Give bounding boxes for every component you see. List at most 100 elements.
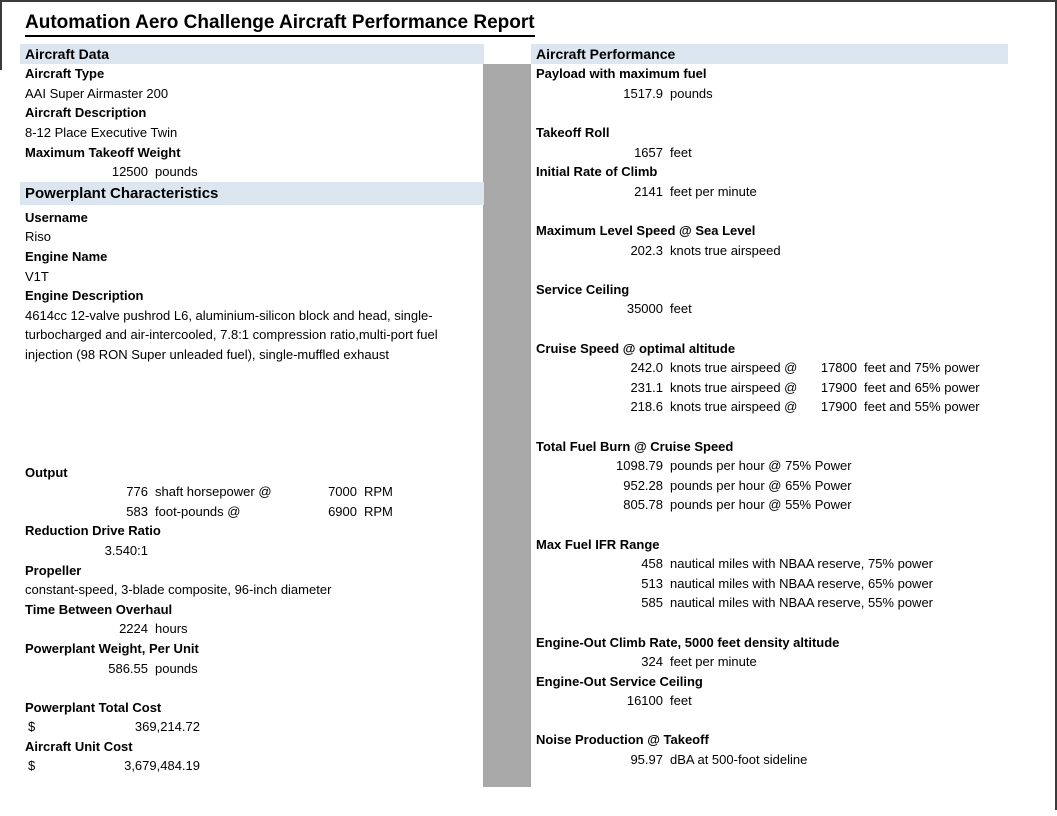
blank-row	[531, 201, 1008, 221]
engine-out-ceiling-unit: feet	[670, 693, 692, 709]
fuel-burn-label: Total Fuel Burn @ Cruise Speed	[536, 438, 734, 454]
service-ceiling-value: 35000	[626, 301, 663, 317]
cruise-speed-unit: knots true airspeed @	[670, 379, 798, 395]
aircraft-unit-cost-row: $ 3,679,484.19	[20, 756, 484, 776]
ifr-range-label: Max Fuel IFR Range	[536, 536, 660, 552]
aircraft-description-value: 8-12 Place Executive Twin	[25, 125, 178, 141]
propeller-label: Propeller	[25, 562, 82, 578]
engine-out-climb-row: 324 feet per minute	[531, 652, 1008, 672]
blank-row	[531, 103, 1008, 123]
mtow-value: 12500	[111, 164, 148, 180]
tbo-value-row: 2224 hours	[20, 619, 484, 639]
service-ceiling-label: Service Ceiling	[536, 281, 630, 297]
payload-label: Payload with maximum fuel	[536, 66, 707, 82]
username-label: Username	[25, 209, 88, 225]
cruise-altitude-unit: feet and 65% power	[864, 379, 980, 395]
fuel-burn-unit: pounds per hour @ 65% Power	[670, 477, 852, 493]
fuel-burn-value: 952.28	[623, 477, 663, 493]
max-level-speed-row: 202.3 knots true airspeed	[531, 240, 1008, 260]
ifr-range-row: 513 nautical miles with NBAA reserve, 65…	[531, 573, 1008, 593]
blank-row	[20, 678, 484, 698]
username-value: Riso	[25, 229, 52, 245]
aircraft-unit-cost-label: Aircraft Unit Cost	[25, 738, 133, 754]
initial-climb-row: 2141 feet per minute	[531, 182, 1008, 202]
tbo-value: 2224	[119, 621, 148, 637]
page-border-right	[1055, 0, 1057, 810]
ifr-range-unit: nautical miles with NBAA reserve, 55% po…	[670, 595, 934, 611]
engine-description-line: 4614cc 12-valve pushrod L6, aluminium-si…	[25, 307, 433, 323]
reduction-drive-value: 3.540:1	[104, 542, 148, 558]
mtow-unit: pounds	[155, 164, 198, 180]
fuel-burn-row: 1098.79 pounds per hour @ 75% Power	[531, 456, 1008, 476]
powerplant-total-cost-value: 369,214.72	[134, 719, 200, 735]
tbo-label: Time Between Overhaul	[25, 601, 173, 617]
currency-symbol: $	[28, 719, 36, 735]
ifr-range-value: 458	[641, 556, 663, 572]
blank-row	[20, 404, 484, 424]
torque-unit: foot-pounds @	[155, 503, 241, 519]
page-border-top	[0, 0, 1057, 2]
mtow-label: Maximum Takeoff Weight	[25, 144, 181, 160]
blank-row	[531, 260, 1008, 280]
page-title: Automation Aero Challenge Aircraft Perfo…	[25, 12, 535, 37]
ifr-range-value: 585	[641, 595, 663, 611]
blank-row	[531, 319, 1008, 339]
ifr-range-row: 585 nautical miles with NBAA reserve, 55…	[531, 593, 1008, 613]
ifr-range-unit: nautical miles with NBAA reserve, 75% po…	[670, 556, 934, 572]
currency-symbol: $	[28, 758, 36, 774]
fuel-burn-row: 805.78 pounds per hour @ 55% Power	[531, 495, 1008, 515]
page-border-left	[0, 0, 2, 70]
takeoff-roll-value: 1657	[634, 144, 663, 160]
cruise-altitude-value: 17800	[820, 360, 857, 376]
engine-out-climb-label: Engine-Out Climb Rate, 5000 feet density…	[536, 634, 840, 650]
blank-row	[531, 515, 1008, 535]
aircraft-type-label: Aircraft Type	[25, 66, 105, 82]
cruise-speed-value: 231.1	[630, 379, 663, 395]
noise-unit: dBA at 500-foot sideline	[670, 752, 808, 768]
powerplant-weight-unit: pounds	[155, 660, 198, 676]
aircraft-performance-column: Payload with maximum fuel 1517.9 pounds …	[531, 64, 1008, 769]
max-level-speed-value: 202.3	[630, 242, 663, 258]
powerplant-total-cost-label: Powerplant Total Cost	[25, 699, 162, 715]
cruise-speed-value: 242.0	[630, 360, 663, 376]
powerplant-weight-label: Powerplant Weight, Per Unit	[25, 640, 199, 656]
engine-description-line: injection (98 RON Super unleaded fuel), …	[25, 347, 389, 363]
cruise-altitude-value: 17900	[820, 399, 857, 415]
ifr-range-row: 458 nautical miles with NBAA reserve, 75…	[531, 554, 1008, 574]
engine-out-ceiling-value: 16100	[626, 693, 663, 709]
section-header-powerplant: Powerplant Characteristics	[20, 181, 484, 205]
output-label: Output	[25, 464, 68, 480]
aircraft-data-column: Aircraft Type AAI Super Airmaster 200 Ai…	[20, 64, 484, 776]
cruise-speed-unit: knots true airspeed @	[670, 399, 798, 415]
torque-rpm-unit: RPM	[364, 503, 393, 519]
aircraft-unit-cost-value: 3,679,484.19	[124, 758, 200, 774]
engine-out-ceiling-row: 16100 feet	[531, 691, 1008, 711]
noise-row: 95.97 dBA at 500-foot sideline	[531, 750, 1008, 770]
power-output-row: 776 shaft horsepower @ 7000 RPM	[20, 482, 484, 502]
initial-climb-value: 2141	[634, 183, 663, 199]
fuel-burn-unit: pounds per hour @ 75% Power	[670, 458, 852, 474]
cruise-altitude-unit: feet and 75% power	[864, 360, 980, 376]
section-header-aircraft-data: Aircraft Data	[20, 44, 484, 64]
blank-row	[531, 711, 1008, 731]
cruise-speed-value: 218.6	[630, 399, 663, 415]
engine-out-climb-value: 324	[641, 654, 663, 670]
fuel-burn-value: 805.78	[623, 497, 663, 513]
cruise-speed-label: Cruise Speed @ optimal altitude	[536, 340, 736, 356]
torque-value: 583	[126, 503, 148, 519]
reduction-drive-row: 3.540:1	[20, 541, 484, 561]
takeoff-roll-row: 1657 feet	[531, 142, 1008, 162]
aircraft-description-label: Aircraft Description	[25, 105, 147, 121]
torque-rpm-value: 6900	[328, 503, 357, 519]
power-value: 776	[126, 484, 148, 500]
cruise-speed-row: 231.1 knots true airspeed @ 17900 feet a…	[531, 378, 1008, 398]
power-unit: shaft horsepower @	[155, 484, 272, 500]
takeoff-roll-label: Takeoff Roll	[536, 125, 610, 141]
engine-name-value: V1T	[25, 268, 49, 284]
ifr-range-unit: nautical miles with NBAA reserve, 65% po…	[670, 575, 934, 591]
takeoff-roll-unit: feet	[670, 144, 692, 160]
cruise-altitude-unit: feet and 55% power	[864, 399, 980, 415]
ifr-range-value: 513	[641, 575, 663, 591]
power-rpm-unit: RPM	[364, 484, 393, 500]
